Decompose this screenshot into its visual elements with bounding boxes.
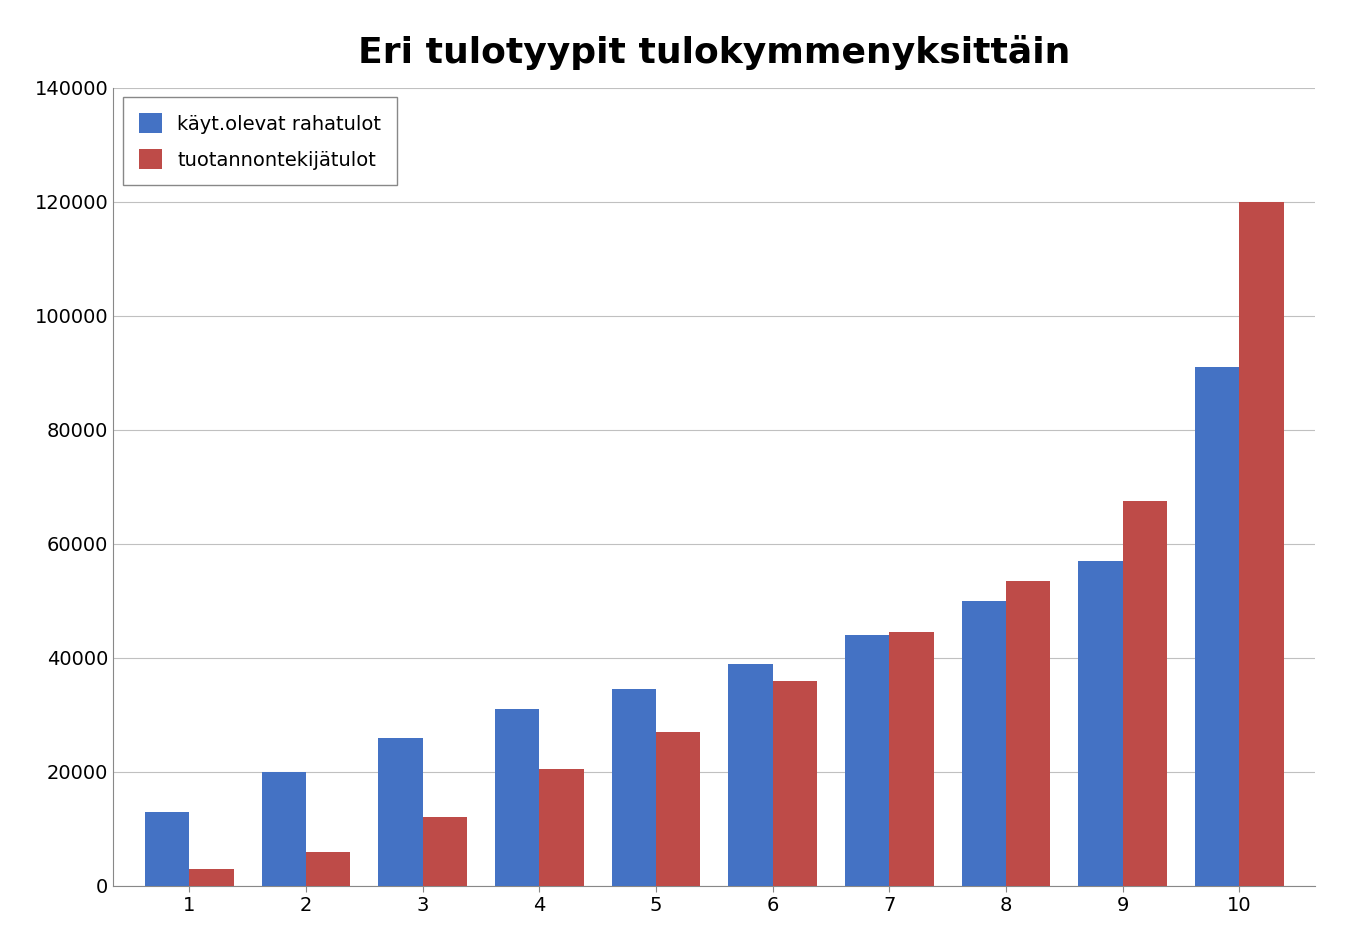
Bar — [1123, 501, 1168, 885]
Bar — [495, 709, 539, 885]
Title: Eri tulotyypit tulokymmenyksittäin: Eri tulotyypit tulokymmenyksittäin — [358, 35, 1071, 69]
Bar — [656, 732, 701, 885]
Bar — [189, 868, 234, 885]
Bar — [378, 737, 423, 885]
Bar — [845, 635, 890, 885]
Bar — [1195, 367, 1239, 885]
Bar — [612, 689, 656, 885]
Bar — [1079, 560, 1123, 885]
Bar — [772, 680, 817, 885]
Bar — [890, 632, 934, 885]
Bar — [306, 851, 350, 885]
Bar — [262, 771, 306, 885]
Bar — [144, 811, 189, 885]
Legend: käyt.olevat rahatulot, tuotannontekijätulot: käyt.olevat rahatulot, tuotannontekijätu… — [123, 98, 397, 185]
Bar — [423, 817, 467, 885]
Bar — [1006, 580, 1050, 885]
Bar — [961, 600, 1006, 885]
Bar — [728, 663, 772, 885]
Bar — [1239, 201, 1284, 885]
Bar — [539, 769, 583, 885]
